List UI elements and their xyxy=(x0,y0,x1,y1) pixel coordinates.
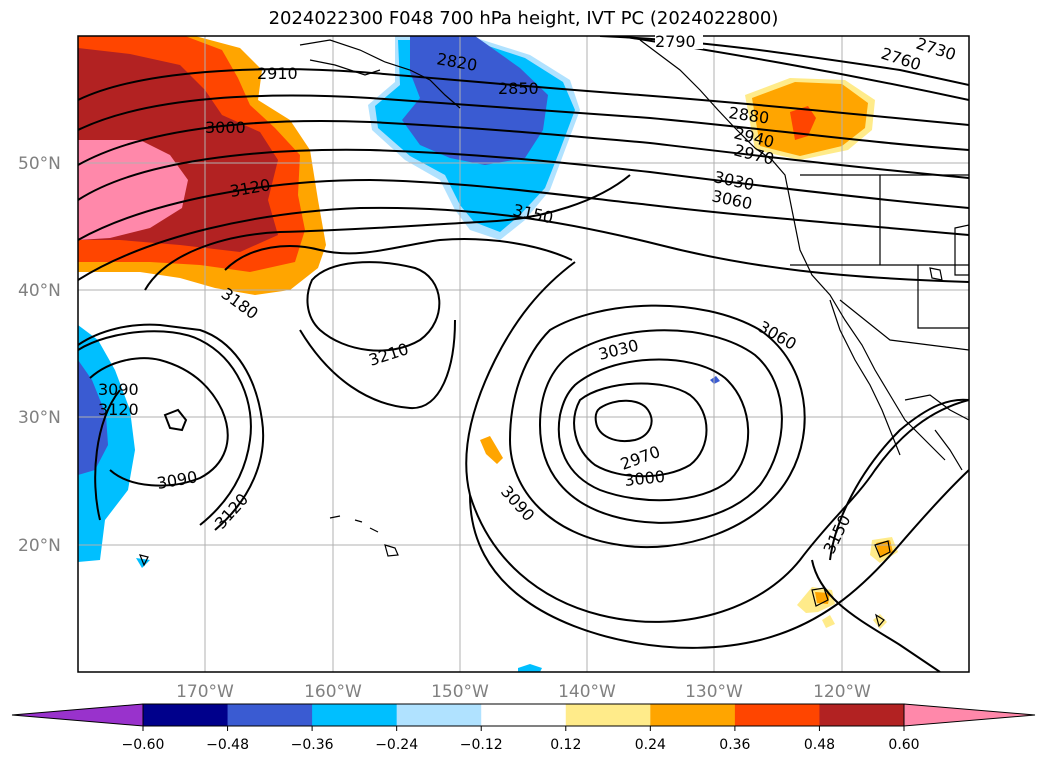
height-contour xyxy=(538,329,783,524)
height-contour xyxy=(78,206,969,283)
colorbar-swatch xyxy=(312,704,398,726)
colorbar-tick-label: 0.12 xyxy=(550,737,581,753)
negative-anomaly-region xyxy=(518,664,542,672)
lon-label: 170°W xyxy=(176,682,234,702)
colorbar-tick-label: −0.60 xyxy=(122,737,165,753)
height-contour xyxy=(78,68,969,126)
colorbar-swatch xyxy=(143,704,229,726)
height-contour xyxy=(78,148,969,209)
colorbar-tick-label: 0.60 xyxy=(888,737,919,753)
height-contour xyxy=(78,120,969,179)
positive-anomaly-region xyxy=(480,436,503,464)
contour-label: 2910 xyxy=(257,64,298,83)
negative-anomaly-region xyxy=(710,376,720,384)
lon-label: 120°W xyxy=(813,682,871,702)
height-contour xyxy=(465,261,969,623)
lat-label: 20°N xyxy=(18,536,61,556)
colorbar-swatch xyxy=(734,704,820,726)
contour-label: 3120 xyxy=(98,400,139,419)
lat-label: 30°N xyxy=(18,408,61,428)
positive-anomaly-region xyxy=(790,106,816,140)
map-body xyxy=(78,36,969,672)
longitude-labels: 170°W 160°W 150°W 140°W 130°W 120°W xyxy=(176,682,871,702)
map-title: 2024022300 F048 700 hPa height, IVT PC (… xyxy=(268,8,779,29)
lat-label: 40°N xyxy=(18,281,61,301)
height-contour xyxy=(557,358,750,502)
contour-label: 3000 xyxy=(623,467,665,490)
lat-label: 50°N xyxy=(18,154,61,174)
colorbar-swatch xyxy=(481,704,567,726)
colorbar-swatch xyxy=(227,704,313,726)
height-contour xyxy=(78,94,969,151)
lon-label: 130°W xyxy=(685,682,743,702)
coastlines xyxy=(139,39,969,628)
height-contour xyxy=(94,389,121,521)
height-contour xyxy=(573,382,708,478)
colorbar-extend-low xyxy=(11,703,144,727)
height-contour xyxy=(224,238,573,271)
contour-label-bg xyxy=(655,31,703,49)
colorbar-swatch xyxy=(819,704,905,726)
colorbar-extend-high xyxy=(903,703,1036,727)
colorbar-tick-label: 0.24 xyxy=(635,737,666,753)
colorbar-tick-label: −0.48 xyxy=(206,737,249,753)
positive-anomaly-region xyxy=(822,615,835,628)
height-contour xyxy=(78,178,969,241)
height-contour xyxy=(508,304,806,549)
colorbar-tick-label: −0.12 xyxy=(460,737,503,753)
height-contour xyxy=(599,36,969,86)
colorbar-tick-label: 0.48 xyxy=(804,737,835,753)
lon-label: 150°W xyxy=(431,682,489,702)
contour-label: 3090 xyxy=(98,380,139,399)
height-contour xyxy=(78,323,265,531)
contour-label: 3000 xyxy=(205,118,246,137)
colorbar-swatch xyxy=(650,704,736,726)
colorbar-tick-label: 0.36 xyxy=(719,737,750,753)
height-contour xyxy=(144,174,631,291)
height-contour xyxy=(78,330,252,526)
height-contour xyxy=(829,398,969,561)
colorbar: −0.60 −0.48 −0.36 −0.24 −0.12 0.12 0.24 0.36 0.4… xyxy=(11,703,1036,753)
positive-anomaly-region xyxy=(78,140,188,240)
height-contour xyxy=(469,469,969,649)
colorbar-swatch xyxy=(565,704,651,726)
height-contour xyxy=(306,261,441,352)
height-contour xyxy=(299,319,456,410)
lon-label: 140°W xyxy=(558,682,616,702)
colorbar-frame xyxy=(142,703,905,727)
contour-label: 2790 xyxy=(655,32,696,51)
contour-label: 2850 xyxy=(498,79,539,98)
negative-anomaly-region xyxy=(402,36,548,165)
colorbar-tick-label: −0.24 xyxy=(375,737,418,753)
latitude-labels: 50°N 40°N 30°N 20°N xyxy=(18,154,61,556)
map-frame xyxy=(77,35,970,673)
height-contour xyxy=(811,559,941,672)
height-contour xyxy=(594,399,653,442)
height-contours xyxy=(78,36,969,672)
height-contour xyxy=(89,357,229,487)
colorbar-swatch xyxy=(396,704,482,726)
colorbar-tick-label: −0.36 xyxy=(291,737,334,753)
lon-label: 160°W xyxy=(304,682,362,702)
